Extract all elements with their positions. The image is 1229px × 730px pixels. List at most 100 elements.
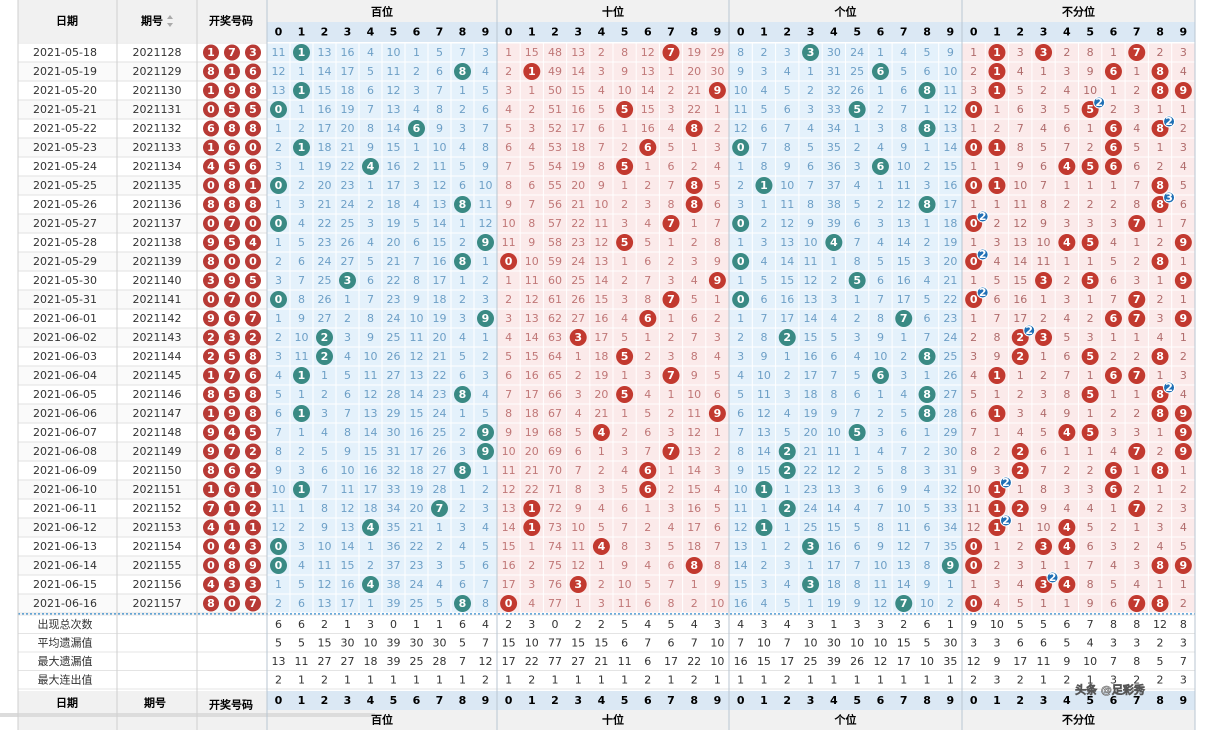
omission: 5 <box>1040 426 1047 439</box>
omission: 1 <box>1133 521 1140 534</box>
date: 2021-06-03 <box>33 350 97 363</box>
stat-value: 30 <box>410 636 424 649</box>
hit-ball <box>500 253 518 270</box>
omission: 11 <box>433 160 447 173</box>
omission: 2 <box>459 103 466 116</box>
date: 2021-06-10 <box>33 483 97 496</box>
hit-digit: 5 <box>621 236 629 249</box>
hit-digit: 8 <box>459 388 467 401</box>
omission: 5 <box>1017 597 1024 610</box>
omission: 13 <box>364 407 378 420</box>
omission: 1 <box>459 483 466 496</box>
stat-value: 8 <box>1133 618 1140 631</box>
omission: 19 <box>341 103 355 116</box>
omission: 8 <box>877 521 884 534</box>
omission: 1 <box>784 483 791 496</box>
omission: 3 <box>784 46 791 59</box>
omission: 2 <box>298 521 305 534</box>
omission: 7 <box>275 426 282 439</box>
omission: 1 <box>413 46 420 59</box>
hit-digit: 5 <box>621 160 629 173</box>
omission: 4 <box>760 255 767 268</box>
hit-digit: 7 <box>1133 445 1141 458</box>
date: 2021-05-27 <box>33 217 97 230</box>
hit-ball <box>477 310 494 327</box>
omission: 5 <box>760 274 767 287</box>
omission: 7 <box>970 426 977 439</box>
omission: 22 <box>387 274 401 287</box>
draw-digit: 1 <box>207 46 215 59</box>
draw-ball <box>224 329 240 346</box>
omission: 2 <box>1133 255 1140 268</box>
hit-ball <box>1174 310 1192 327</box>
hit-digit: 0 <box>505 255 513 268</box>
omission: 1 <box>737 312 744 325</box>
hit-digit: 8 <box>923 84 931 97</box>
draw-ball <box>245 291 261 308</box>
date: 2021-06-06 <box>33 407 97 420</box>
omission: 23 <box>341 179 355 192</box>
omission: 6 <box>760 122 767 135</box>
omission: 4 <box>1157 331 1164 344</box>
omission: 14 <box>780 255 794 268</box>
stat-value: 1 <box>621 673 628 686</box>
hit-digit: 4 <box>1063 236 1071 249</box>
stat-value: 2 <box>1017 673 1024 686</box>
digit-header: 7 <box>667 26 675 39</box>
omission: 7 <box>760 312 767 325</box>
omission: 1 <box>877 179 884 192</box>
omission: 3 <box>1180 369 1187 382</box>
omission: 1 <box>924 426 931 439</box>
omission: 3 <box>1157 521 1164 534</box>
footer-bar <box>0 713 375 717</box>
omission: 9 <box>1087 597 1094 610</box>
omission: 3 <box>970 84 977 97</box>
omission: 20 <box>594 388 608 401</box>
stat-value: 17 <box>502 655 516 668</box>
hit-ball <box>1151 253 1169 270</box>
omission: 11 <box>341 483 355 496</box>
omission: 5 <box>505 350 512 363</box>
omission: 1 <box>1133 236 1140 249</box>
hit-ball <box>965 101 983 118</box>
omission: 6 <box>668 160 675 173</box>
draw-digit: 7 <box>228 445 236 458</box>
hit-ball <box>639 139 657 156</box>
omission: 9 <box>528 236 535 249</box>
omission: 2 <box>691 597 698 610</box>
omission: 1 <box>436 521 443 534</box>
hit-digit: 1 <box>528 502 536 515</box>
omission: 10 <box>920 597 934 610</box>
omission: 1 <box>621 255 628 268</box>
omission: 2 <box>1180 597 1187 610</box>
omission: 6 <box>924 65 931 78</box>
stat-value: 10 <box>710 636 724 649</box>
omission: 1 <box>924 103 931 116</box>
stat-value: 8 <box>1133 655 1140 668</box>
omission: 77 <box>548 597 562 610</box>
hit-digit: 0 <box>275 559 283 572</box>
omission: 3 <box>298 464 305 477</box>
stat-value: 2 <box>528 673 535 686</box>
hit-ball <box>339 272 356 289</box>
hit-digit: 2 <box>1016 350 1024 363</box>
omission: 75 <box>548 559 562 572</box>
hit-ball <box>1174 272 1192 289</box>
omission: 5 <box>575 426 582 439</box>
omission: 4 <box>900 388 907 401</box>
draw-digit: 3 <box>207 274 215 287</box>
omission: 6 <box>459 578 466 591</box>
omission: 4 <box>413 198 420 211</box>
omission: 6 <box>275 407 282 420</box>
digit-header: 8 <box>690 26 698 39</box>
omission: 21 <box>804 445 818 458</box>
footer-digit: 3 <box>574 694 582 707</box>
digit-header: 7 <box>1133 26 1141 39</box>
omission: 1 <box>924 369 931 382</box>
omission: 8 <box>668 597 675 610</box>
omission: 17 <box>827 559 841 572</box>
omission: 1 <box>621 122 628 135</box>
omission: 2 <box>505 293 512 306</box>
omission: 2 <box>1087 198 1094 211</box>
omission: 14 <box>364 426 378 439</box>
